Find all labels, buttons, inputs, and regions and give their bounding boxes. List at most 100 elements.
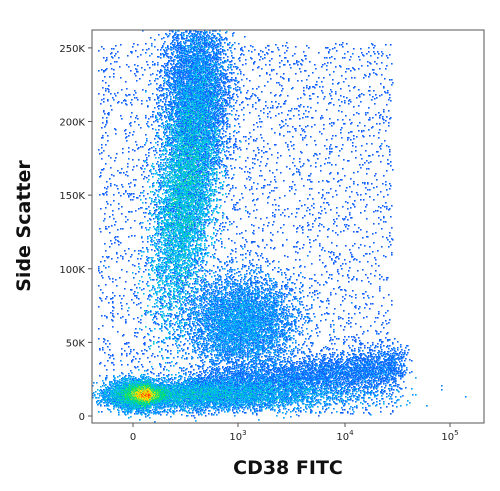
event-dot (178, 63, 180, 65)
event-dot (257, 147, 259, 149)
event-dot (161, 38, 163, 40)
event-dot (373, 47, 375, 49)
event-dot (310, 98, 312, 100)
event-dot (105, 132, 107, 134)
event-dot (212, 131, 214, 133)
event-dot (279, 62, 281, 64)
event-dot (358, 130, 360, 132)
event-dot (154, 64, 156, 66)
event-dot (231, 106, 233, 108)
event-dot (167, 114, 169, 116)
event-dot (171, 71, 173, 73)
event-dot (270, 107, 272, 109)
event-dot (221, 98, 223, 100)
event-dot (227, 126, 229, 128)
event-dot (231, 80, 233, 82)
event-dot (321, 81, 323, 83)
event-dot (385, 120, 387, 122)
event-dot (281, 60, 283, 62)
event-dot (121, 102, 123, 104)
event-dot (214, 42, 216, 44)
event-dot (322, 64, 324, 66)
event-dot (233, 72, 235, 74)
event-dot (227, 113, 229, 115)
event-dot (305, 70, 307, 72)
event-dot (360, 101, 362, 103)
event-dot (142, 74, 144, 76)
event-dot (373, 69, 375, 71)
event-dot (220, 48, 222, 50)
event-dot (355, 146, 357, 148)
event-dot (273, 69, 275, 71)
event-dot (271, 101, 273, 103)
event-dot (358, 89, 360, 91)
event-dot (156, 103, 158, 105)
event-dot (169, 94, 171, 96)
event-dot (386, 65, 388, 67)
event-dot (218, 136, 220, 138)
event-dot (165, 101, 167, 103)
event-dot (109, 76, 111, 78)
event-dot (264, 54, 266, 56)
event-dot (276, 107, 278, 109)
event-dot (230, 146, 232, 148)
event-dot (169, 120, 171, 122)
event-dot (133, 94, 135, 96)
event-dot (350, 70, 352, 72)
event-dot (359, 122, 361, 124)
event-dot (340, 88, 342, 90)
event-dot (157, 141, 159, 143)
event-dot (147, 121, 149, 123)
event-dot (232, 35, 234, 37)
event-dot (159, 148, 161, 150)
event-dot (235, 139, 237, 141)
event-dot (167, 53, 169, 55)
event-dot (219, 82, 221, 84)
event-dot (303, 51, 305, 53)
event-dot (303, 90, 305, 92)
event-dot (291, 145, 293, 147)
event-dot (257, 67, 259, 69)
event-dot (223, 39, 225, 41)
event-dot (279, 134, 281, 136)
event-dot (228, 104, 230, 106)
event-dot (176, 38, 178, 40)
event-dot (235, 102, 237, 104)
event-dot (322, 117, 324, 119)
event-dot (246, 78, 248, 80)
event-dot (295, 128, 297, 130)
event-dot (252, 69, 254, 71)
event-dot (165, 47, 167, 49)
event-dot (223, 130, 225, 132)
event-dot (221, 37, 223, 39)
event-dot (219, 133, 221, 135)
event-dot (353, 135, 355, 137)
event-dot (365, 112, 367, 114)
event-dot (189, 63, 191, 65)
event-dot (150, 37, 152, 39)
event-dot (301, 128, 303, 130)
event-dot (344, 100, 346, 102)
event-dot (174, 121, 176, 123)
event-dot (330, 144, 332, 146)
event-dot (359, 59, 361, 61)
event-dot (375, 94, 377, 96)
event-dot (130, 125, 132, 127)
event-dot (346, 97, 348, 99)
event-dot (338, 110, 340, 112)
event-dot (270, 117, 272, 119)
event-dot (284, 103, 286, 105)
event-dot (337, 119, 339, 121)
event-dot (200, 34, 202, 36)
event-dot (151, 45, 153, 47)
event-dot (248, 50, 250, 52)
event-dot (155, 120, 157, 122)
event-dot (150, 142, 152, 144)
event-dot (265, 64, 267, 66)
event-dot (150, 74, 152, 76)
event-dot (366, 143, 368, 145)
event-dot (330, 62, 332, 64)
event-dot (287, 95, 289, 97)
event-dot (348, 100, 350, 102)
event-dot (301, 80, 303, 82)
